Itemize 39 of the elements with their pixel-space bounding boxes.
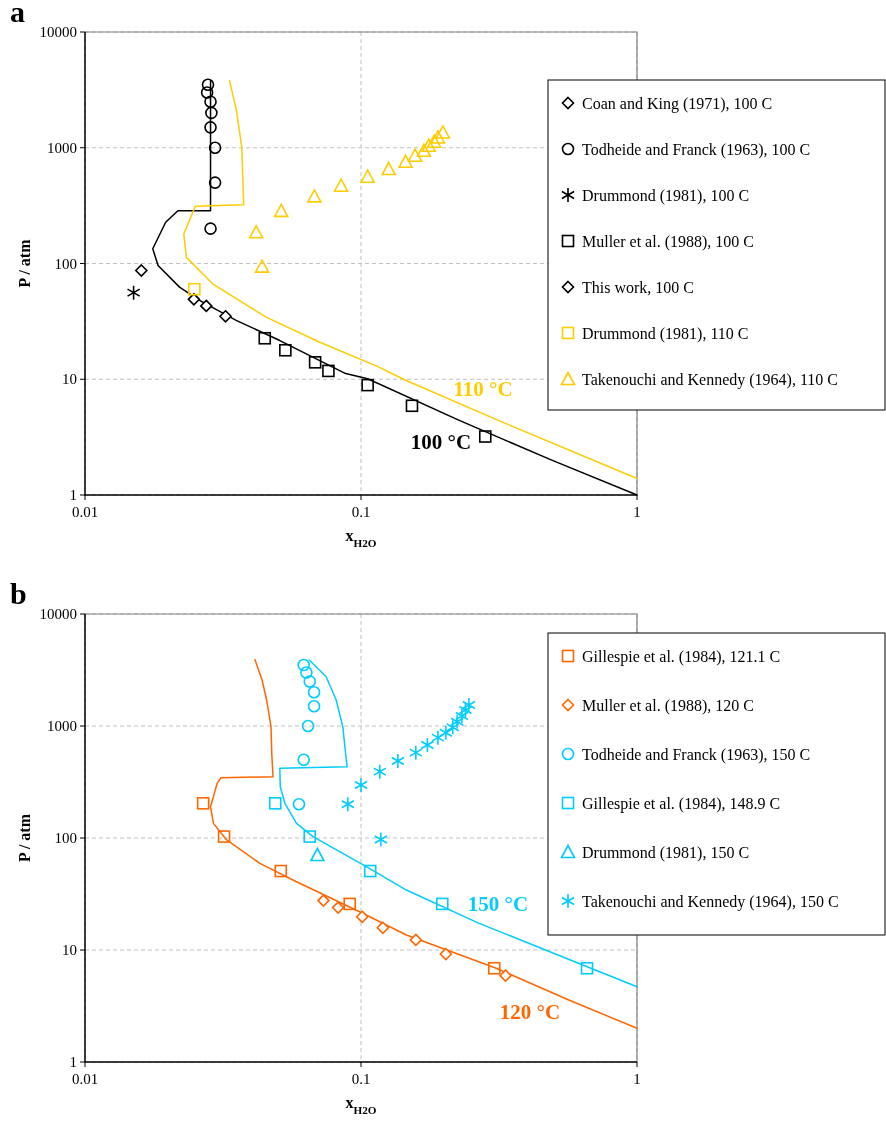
y-tick-label: 10 — [62, 371, 77, 388]
legend-label: Todheide and Franck (1963), 100 C — [582, 140, 811, 159]
y-tick-label: 10000 — [39, 606, 77, 622]
annotation: 110 °C — [453, 377, 513, 401]
y-tick-label: 10 — [62, 942, 77, 958]
legend-label: This work, 100 C — [582, 278, 694, 296]
annotation: 150 °C — [467, 892, 529, 916]
y-tick-label: 1000 — [47, 139, 77, 156]
y-tick-label: 100 — [54, 255, 77, 272]
y-tick-label: 1 — [69, 487, 77, 503]
legend-label: Drummond (1981), 110 C — [582, 324, 749, 343]
legend-label: Muller et al. (1988), 100 C — [582, 232, 754, 251]
y-tick-label: 1000 — [47, 718, 77, 734]
annotation: 120 °C — [499, 1000, 561, 1024]
legend-label: Coan and King (1971), 100 C — [582, 94, 773, 113]
chart-title: b — [10, 577, 27, 610]
x-tick-label: 0.1 — [351, 1071, 371, 1087]
legend-label: Gillespie et al. (1984), 148.9 C — [582, 794, 781, 813]
annotation: 100 °C — [410, 430, 472, 454]
x-axis-title: x$_{H2O}$ — [345, 1094, 377, 1116]
legend-label: Muller et al. (1988), 120 C — [582, 696, 754, 715]
x-tick-label: 0.01 — [71, 1071, 99, 1087]
legend-label: Takenouchi and Kennedy (1964), 110 C — [582, 370, 838, 389]
y-tick-label: 1 — [69, 1054, 77, 1070]
legend-label: Drummond (1981), 100 C — [582, 186, 750, 205]
y-tick-label: 100 — [54, 830, 77, 846]
y-axis-title: P / atm — [16, 813, 33, 862]
x-tick-label: 0.01 — [71, 504, 99, 520]
legend-label: Drummond (1981), 150 C — [582, 843, 750, 862]
y-axis-title: P / atm — [16, 238, 33, 288]
x-tick-label: 1 — [633, 1071, 641, 1087]
legend-label: Takenouchi and Kennedy (1964), 150 C — [582, 892, 839, 911]
x-tick-label: 0.1 — [351, 504, 371, 520]
legend-label: Todheide and Franck (1963), 150 C — [582, 745, 811, 764]
x-tick-label: 1 — [633, 504, 641, 520]
legend-label: Gillespie et al. (1984), 121.1 C — [582, 647, 781, 666]
y-tick-label: 10000 — [39, 24, 77, 40]
chart-title: a — [10, 0, 25, 28]
x-axis-title: x$_{H2O}$ — [345, 527, 377, 549]
